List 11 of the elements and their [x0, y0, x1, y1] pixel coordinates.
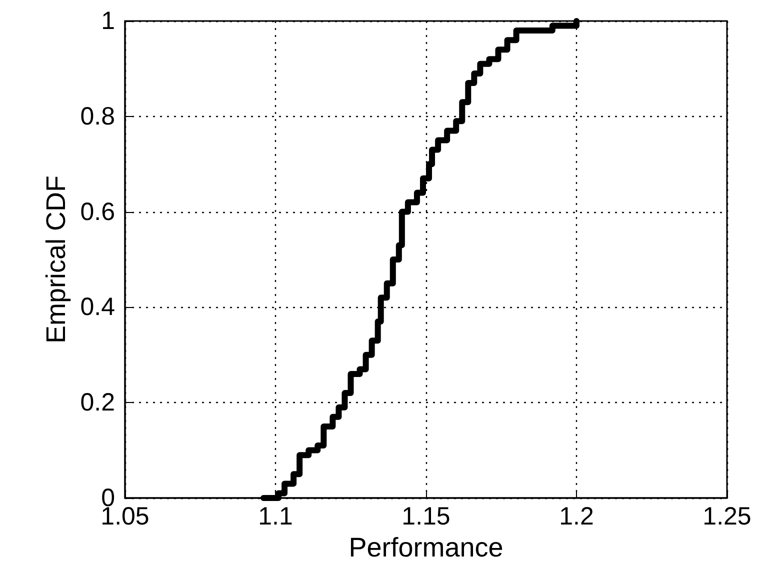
x-axis-title: Performance: [348, 532, 504, 562]
x-tick-label: 1.15: [402, 502, 450, 530]
y-axis-title: Emprical CDF: [40, 175, 71, 344]
x-tick-label: 1.2: [559, 502, 594, 530]
y-tick-label: 0.4: [80, 293, 116, 322]
y-tick-label: 0.6: [80, 198, 115, 226]
x-tick-label: 1.1: [258, 502, 293, 530]
y-tick-label: 0.8: [80, 102, 115, 130]
y-tick-label: 0.2: [80, 388, 115, 417]
x-tick-label: 1.25: [702, 502, 752, 530]
y-tick-label: 1: [101, 7, 115, 35]
